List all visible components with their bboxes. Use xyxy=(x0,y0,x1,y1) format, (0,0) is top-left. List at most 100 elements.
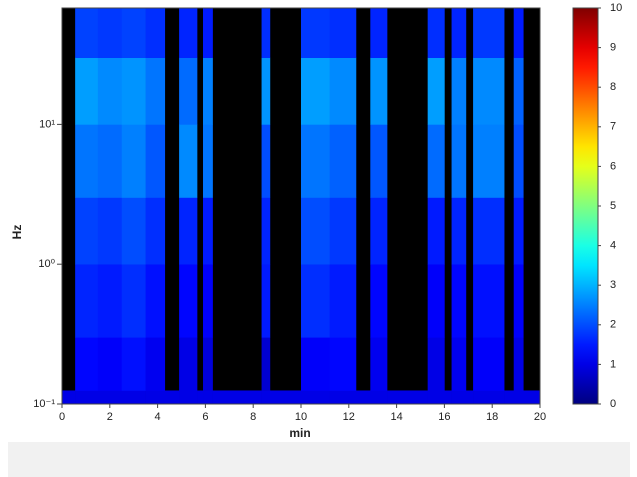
heatmap-cell xyxy=(427,124,445,198)
y-tick-label: 10¹ xyxy=(39,118,55,130)
y-tick-label: 10⁰ xyxy=(38,258,55,270)
heatmap-cell xyxy=(329,124,357,198)
heatmap-cell xyxy=(427,264,445,338)
heatmap-cell xyxy=(97,337,123,391)
heatmap-cell xyxy=(513,390,524,405)
heatmap-cell xyxy=(329,8,357,58)
heatmap-cell xyxy=(451,390,467,405)
heatmap-cell xyxy=(75,337,99,391)
heatmap-cell xyxy=(370,337,388,391)
heatmap-cell xyxy=(370,57,388,125)
x-tick-label: 4 xyxy=(155,411,161,423)
heatmap-cell xyxy=(179,390,198,405)
heatmap-cell xyxy=(97,124,123,198)
heatmap-cell xyxy=(451,337,467,391)
heatmap-cell xyxy=(145,390,166,405)
heatmap-cell xyxy=(203,197,213,265)
colorbar-tick-label: 6 xyxy=(610,160,616,172)
x-tick-label: 10 xyxy=(295,411,307,423)
heatmap-cell xyxy=(523,390,541,405)
heatmap-cell xyxy=(301,337,330,391)
heatmap-cell xyxy=(444,390,452,405)
heatmap-cell xyxy=(370,197,388,265)
colorbar xyxy=(572,7,599,405)
heatmap-cell xyxy=(513,197,524,265)
footer-bar xyxy=(8,442,630,477)
heatmap-cell xyxy=(301,390,330,405)
heatmap-cell xyxy=(513,8,524,58)
heatmap-cell xyxy=(301,264,330,338)
heatmap-cell xyxy=(75,8,99,58)
heatmap-cell xyxy=(179,57,198,125)
heatmap-cell xyxy=(473,124,505,198)
chart: Hz min 0 2 4 6 8 10 12 14 16 18 2010⁻¹10⁰10¹012345… xyxy=(10,2,622,440)
heatmap-cell xyxy=(261,264,271,338)
heatmap-cell xyxy=(212,390,262,405)
heatmap-cell xyxy=(427,337,445,391)
heatmap-cell xyxy=(513,57,524,125)
y-tick-label: 10⁻¹ xyxy=(33,398,55,410)
x-tick-label: 18 xyxy=(486,411,498,423)
y-axis-label: Hz xyxy=(10,225,24,240)
heatmap-cell xyxy=(261,197,271,265)
heatmap-cell xyxy=(473,390,505,405)
heatmap-cell xyxy=(179,124,198,198)
colorbar-tick-label: 5 xyxy=(610,200,616,212)
heatmap-cell xyxy=(473,197,505,265)
heatmap-cell xyxy=(145,264,166,338)
heatmap-cell xyxy=(203,337,213,391)
heatmap-cell xyxy=(451,8,467,58)
heatmap-cell xyxy=(203,57,213,125)
colorbar-tick-label: 10 xyxy=(610,2,622,14)
heatmap-cell xyxy=(164,390,180,405)
x-tick-label: 0 xyxy=(59,411,65,423)
heatmap-cell xyxy=(329,57,357,125)
heatmap-cell xyxy=(75,197,99,265)
colorbar-tick-label: 9 xyxy=(610,42,616,54)
colorbar-tick-label: 2 xyxy=(610,319,616,331)
heatmap-cell xyxy=(513,264,524,338)
heatmap-cell xyxy=(197,390,204,405)
heatmap-cell xyxy=(504,390,515,405)
x-tick-label: 20 xyxy=(534,411,546,423)
heatmap-cell xyxy=(473,264,505,338)
colorbar-tick-label: 4 xyxy=(610,240,616,252)
heatmap-cell xyxy=(179,337,198,391)
heatmap-cell xyxy=(329,264,357,338)
heatmap-cell xyxy=(145,124,166,198)
heatmap-cell xyxy=(513,337,524,391)
heatmap-cell xyxy=(473,57,505,125)
colorbar-tick-label: 0 xyxy=(610,398,616,410)
heatmap-cell xyxy=(451,197,467,265)
heatmap-cell xyxy=(145,197,166,265)
heatmap-cell xyxy=(261,57,271,125)
heatmap-cell xyxy=(97,57,123,125)
heatmap-cell xyxy=(203,390,213,405)
heatmap-cell xyxy=(203,124,213,198)
heatmap-cell xyxy=(97,264,123,338)
heatmap-cell xyxy=(513,124,524,198)
heatmap-cell xyxy=(179,197,198,265)
heatmap-cell xyxy=(179,8,198,58)
x-tick-label: 2 xyxy=(107,411,113,423)
heatmap-cell xyxy=(370,264,388,338)
heatmap-cell xyxy=(75,264,99,338)
heatmap-cell xyxy=(451,124,467,198)
heatmap-cell xyxy=(370,124,388,198)
heatmap-cell xyxy=(427,197,445,265)
heatmap-cell xyxy=(329,337,357,391)
x-tick-label: 16 xyxy=(438,411,450,423)
x-tick-label: 14 xyxy=(390,411,402,423)
heatmap-cell xyxy=(301,8,330,58)
heatmap-cell xyxy=(203,264,213,338)
heatmap-cell xyxy=(261,390,271,405)
heatmap-cell xyxy=(427,8,445,58)
heatmap-cell xyxy=(121,197,146,265)
heatmap-cell xyxy=(75,124,99,198)
heatmap-cell xyxy=(261,124,271,198)
heatmap-cell xyxy=(451,57,467,125)
heatmap-cell xyxy=(75,390,99,405)
heatmap-cell xyxy=(355,390,371,405)
heatmap-cell xyxy=(97,197,123,265)
